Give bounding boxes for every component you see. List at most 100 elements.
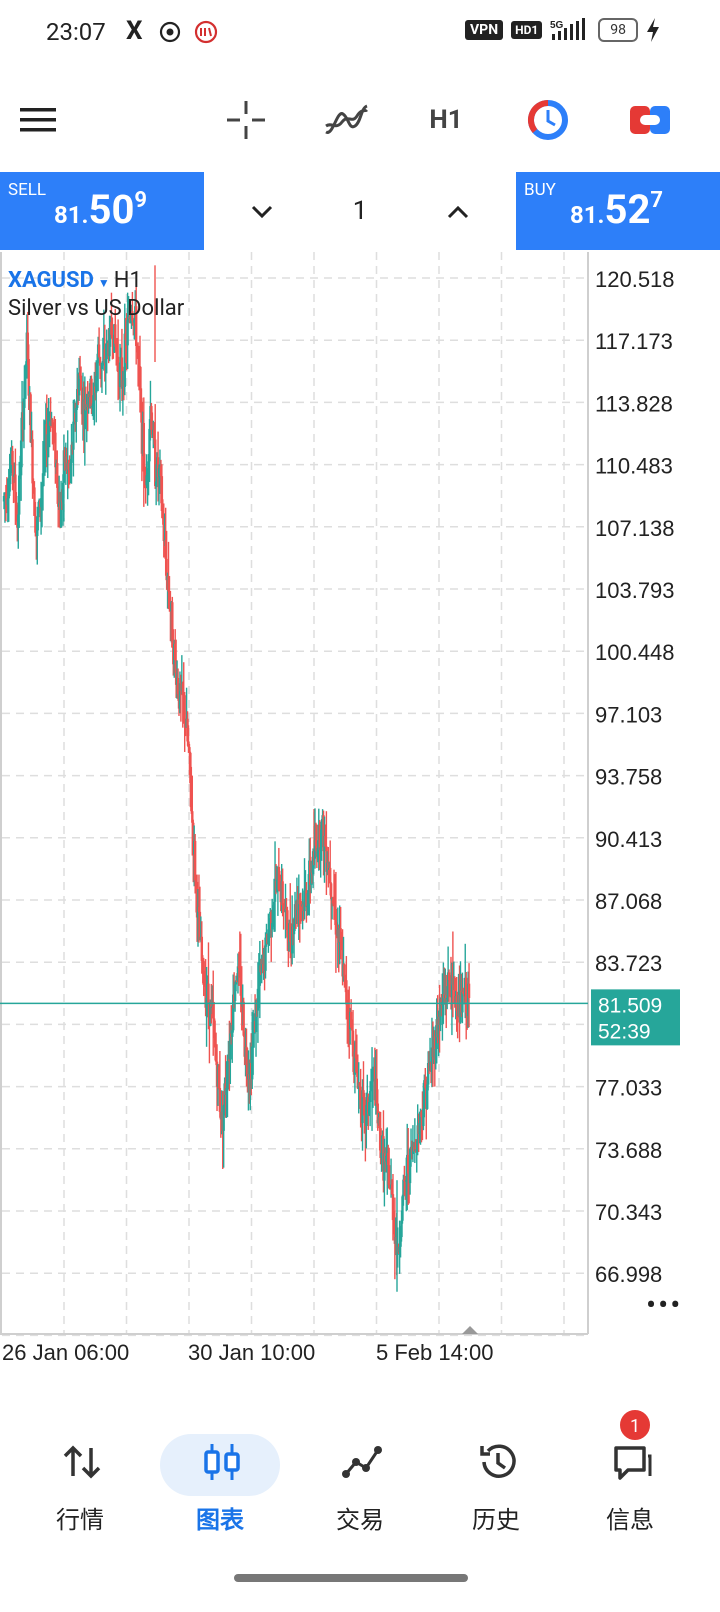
candle-body [467,983,471,999]
candle-body [161,511,165,519]
lot-increase-chevron-icon[interactable] [440,194,476,230]
candle-body [379,1128,382,1158]
buy-button[interactable]: BUY 81.527 [516,172,720,250]
chart-more-icon[interactable]: ••• [646,1288,683,1323]
trade-line-icon [342,1446,382,1478]
nav-chart-label: 图表 [196,1506,244,1534]
candle-body [345,980,348,1005]
crosshair-icon[interactable] [222,96,270,144]
lot-decrease-chevron-icon[interactable] [244,194,280,230]
candle-body [209,1002,212,1026]
candle-body [257,985,261,989]
candle-body [278,889,281,892]
candle-body [270,923,274,930]
candle-body [190,783,193,812]
candle-body [362,1090,365,1098]
notification-app-icon-red [194,20,218,44]
active-tab-highlight [160,1434,280,1496]
current-price-value: 81.509 [598,994,662,1017]
candle-body [156,457,160,478]
bar-countdown: 52:39 [598,1020,651,1043]
candle-body [167,576,170,592]
hamburger-menu-icon[interactable] [14,96,62,144]
sell-button[interactable]: SELL 81.509 [0,172,204,250]
nav-history[interactable]: 历史 [426,1410,566,1550]
candle-body [281,881,284,906]
y-tick-label: 117.173 [595,329,673,354]
candle-body [251,1033,255,1047]
candle-body [318,825,321,851]
candle-body [6,498,10,505]
candle-body [375,1078,378,1104]
price-chart[interactable]: 120.518 117.173 113.828 110.483 107.138 103.7… [0,252,720,1414]
candle-body [446,972,450,998]
candle-body [388,1188,392,1190]
nav-trade-label: 交易 [336,1506,384,1534]
candle-body [27,358,30,396]
candle-body [426,1062,430,1085]
candle-body [43,445,47,447]
candle-body [203,984,206,987]
candle-body [78,372,82,376]
y-tick-label: 70.343 [595,1200,662,1225]
lot-value[interactable]: 1 [352,196,368,226]
one-click-trading-icon[interactable] [626,96,674,144]
candle-body [356,1073,359,1089]
symbol-description: Silver vs US Dollar [8,296,185,321]
candle-body [154,481,158,487]
y-tick-label: 87.068 [595,889,662,914]
candle-body [198,911,202,941]
candle-body [448,980,452,985]
candle-body [8,475,11,492]
home-indicator[interactable] [234,1574,468,1582]
candle-body [359,1086,362,1109]
candle-body [210,1002,213,1007]
candlestick-chart[interactable]: 120.518 117.173 113.828 110.483 107.138 103.7… [0,252,720,1414]
nav-trade[interactable]: 交易 [290,1410,430,1550]
candle-body [126,319,129,346]
timeframe-button[interactable]: H1 [422,96,470,144]
candle-body [200,936,204,961]
candle-body [231,1030,234,1037]
candle-body [453,977,456,1004]
candle-body [213,1033,217,1048]
candle-body [272,901,276,909]
chart-symbol-header[interactable]: XAGUSD ▼ H1 [8,268,142,293]
candle-body [254,1000,258,1033]
candle-body [164,539,167,559]
candle-body [29,394,32,443]
candle-body [52,427,55,433]
candle-body [380,1152,383,1158]
candle-body [217,1066,221,1088]
lot-selector: 1 [204,172,516,250]
candle-body [212,1018,216,1034]
candle-body [236,966,240,981]
candle-body [227,1059,230,1084]
candle-body [24,364,28,366]
nav-quotes-label: 行情 [56,1506,104,1534]
candlestick-chart-icon [204,1444,240,1480]
candle-body [405,1180,408,1182]
candle-body [222,1105,225,1131]
candle-body [70,444,73,463]
candle-body [347,1014,350,1016]
candle-body [104,359,107,363]
candle-body [406,1154,410,1174]
svg-text:5G: 5G [550,20,564,31]
indicators-icon[interactable] [322,96,370,144]
candle-body [434,1048,437,1060]
nav-chart[interactable]: 图表 [150,1410,290,1550]
candle-body [105,343,108,360]
candle-body [91,405,94,408]
candle-body [270,911,273,930]
candle-body [285,908,288,911]
candle-body [398,1246,401,1253]
candle-body [159,466,163,477]
chart-clock-icon[interactable] [524,96,572,144]
candle-body [332,903,336,905]
nav-quotes[interactable]: 行情 [10,1410,150,1550]
nav-messages[interactable]: 信息 [560,1410,700,1550]
candle-body [173,643,177,661]
y-tick-label: 110.483 [595,454,673,479]
candle-body [240,995,243,1007]
